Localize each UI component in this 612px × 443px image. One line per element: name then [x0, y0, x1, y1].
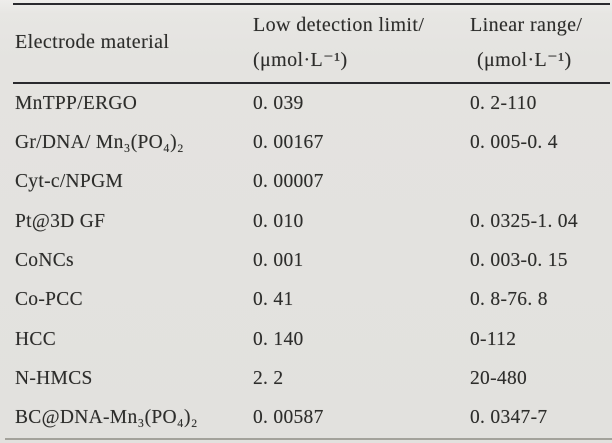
column-header-linear-range-unit: (μmol·L⁻¹) — [477, 49, 572, 71]
table-row: BC@DNA-Mn₃(PO₄)₂ 0. 00587 0. 0347-7 — [0, 399, 612, 438]
cell-electrode-material: Gr/DNA/ Mn₃(PO₄)₂ — [15, 131, 185, 153]
table-row: N-HMCS 2. 2 20-480 — [0, 359, 612, 398]
cell-electrode-material: BC@DNA-Mn₃(PO₄)₂ — [15, 407, 198, 429]
cell-linear-range: 20-480 — [470, 367, 528, 389]
cell-low-detection-limit: 0. 010 — [253, 210, 304, 232]
cell-low-detection-limit: 0. 039 — [253, 92, 304, 114]
table-row: Pt@3D GF 0. 010 0. 0325-1. 04 — [0, 202, 612, 241]
cell-low-detection-limit: 0. 00587 — [253, 407, 324, 429]
table-row: Gr/DNA/ Mn₃(PO₄)₂ 0. 00167 0. 005-0. 4 — [0, 123, 612, 162]
table-row: Cyt-c/NPGM 0. 00007 — [0, 163, 612, 202]
column-header-linear-range: Linear range/ — [470, 14, 583, 36]
cell-electrode-material: N-HMCS — [15, 367, 93, 389]
table-bottom-rule — [5, 438, 612, 440]
cell-electrode-material: Cyt-c/NPGM — [15, 171, 124, 193]
cell-low-detection-limit: 0. 00007 — [253, 171, 324, 193]
cell-linear-range: 0. 005-0. 4 — [470, 131, 558, 153]
cell-electrode-material: Co-PCC — [15, 289, 83, 311]
table-header-rule — [13, 82, 610, 84]
table-top-rule — [13, 3, 610, 5]
table-row: MnTPP/ERGO 0. 039 0. 2-110 — [0, 84, 612, 123]
cell-low-detection-limit: 0. 001 — [253, 249, 304, 271]
table-row: CoNCs 0. 001 0. 003-0. 15 — [0, 241, 612, 280]
column-header-low-detection-limit-unit: (μmol·L⁻¹) — [253, 49, 348, 71]
column-header-electrode-material: Electrode material — [15, 31, 170, 53]
table-row: HCC 0. 140 0-112 — [0, 320, 612, 359]
cell-low-detection-limit: 0. 41 — [253, 289, 294, 311]
column-header-low-detection-limit: Low detection limit/ — [253, 14, 425, 36]
table-row: Co-PCC 0. 41 0. 8-76. 8 — [0, 281, 612, 320]
cell-linear-range: 0-112 — [470, 328, 517, 350]
cell-low-detection-limit: 0. 140 — [253, 328, 304, 350]
cell-linear-range: 0. 8-76. 8 — [470, 289, 548, 311]
cell-electrode-material: MnTPP/ERGO — [15, 92, 138, 114]
cell-electrode-material: CoNCs — [15, 249, 74, 271]
cell-low-detection-limit: 0. 00167 — [253, 131, 324, 153]
cell-linear-range: 0. 003-0. 15 — [470, 249, 568, 271]
cell-linear-range: 0. 0325-1. 04 — [470, 210, 578, 232]
table-body: MnTPP/ERGO 0. 039 0. 2-110 Gr/DNA/ Mn₃(PO₄)… — [0, 84, 612, 438]
cell-linear-range: 0. 0347-7 — [470, 407, 548, 429]
cell-linear-range: 0. 2-110 — [470, 92, 537, 114]
cell-electrode-material: HCC — [15, 328, 56, 350]
cell-electrode-material: Pt@3D GF — [15, 210, 106, 232]
cell-low-detection-limit: 2. 2 — [253, 367, 284, 389]
